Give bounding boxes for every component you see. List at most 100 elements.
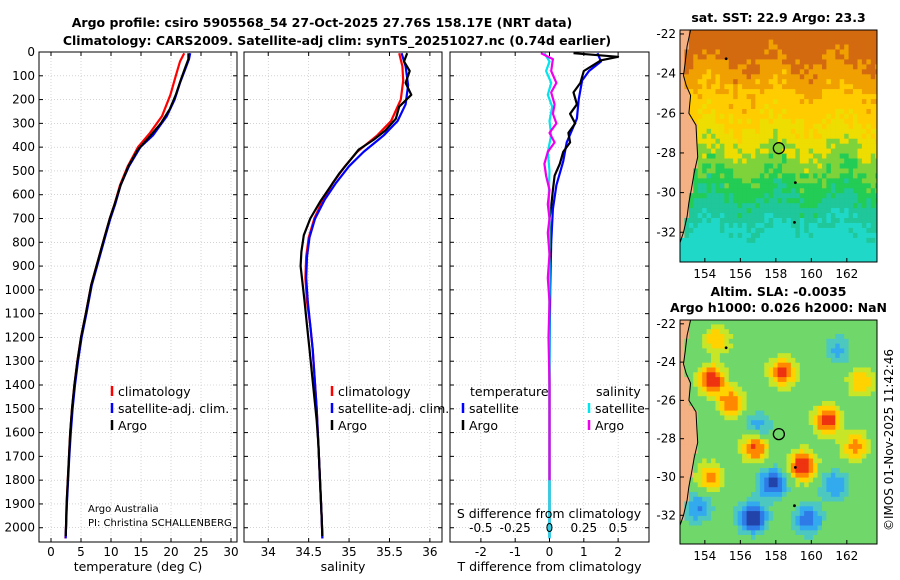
top-tick-label: 0.25	[570, 521, 597, 535]
map-y-tick-label: -26	[656, 393, 676, 407]
island-marker	[793, 504, 796, 508]
legend-label: satellite	[595, 401, 645, 416]
y-tick-label: 400	[12, 140, 35, 154]
legend-label: satellite-adj. clim.	[118, 401, 229, 416]
coastline	[680, 320, 699, 527]
y-tick-label: 1100	[4, 307, 35, 321]
top-tick-label: 0.5	[609, 521, 628, 535]
top-tick-label: -0.25	[500, 521, 531, 535]
legend-label: Argo	[118, 418, 147, 433]
map-x-tick-label: 160	[800, 549, 823, 563]
x-tick-label: 10	[103, 545, 118, 559]
float-position-marker	[772, 427, 786, 441]
series-line-argo	[64, 53, 190, 537]
map-y-tick-label: -28	[656, 146, 676, 160]
y-tick-label: 1000	[4, 283, 35, 297]
figure-title-line1: Argo profile: csiro 5905568_54 27-Oct-20…	[72, 15, 573, 31]
legend-label: climatology	[118, 384, 191, 399]
y-tick-label: 1400	[4, 378, 35, 392]
x-tick-label: -2	[475, 545, 487, 559]
x-tick-label: 34.5	[295, 545, 322, 559]
legend-label: satellite	[469, 401, 519, 416]
legend-title-salinity: salinity	[596, 384, 641, 399]
x-axis-label: salinity	[321, 559, 366, 574]
series-line-climatology	[64, 52, 186, 539]
float-position-marker	[772, 142, 786, 155]
map-title: Argo h1000: 0.026 h2000: NaN	[670, 300, 887, 315]
map-y-tick-label: -30	[656, 186, 676, 200]
y-tick-label: 1800	[4, 473, 35, 487]
top-tick-label: -0.5	[469, 521, 492, 535]
y-tick-label: 700	[12, 212, 35, 226]
map-x-tick-label: 156	[729, 549, 752, 563]
map-x-tick-label: 154	[693, 267, 716, 281]
legend-label: Argo	[595, 418, 624, 433]
legend-label: Argo	[338, 418, 367, 433]
x-axis-label: T difference from climatology	[456, 559, 642, 574]
series-line-satellite-adj-clim-	[305, 52, 410, 539]
x-axis-label: temperature (deg C)	[74, 559, 203, 574]
x-tick-label: -1	[509, 545, 521, 559]
x-tick-label: 5	[77, 545, 85, 559]
map-y-tick-label: -26	[656, 106, 676, 120]
y-tick-label: 900	[12, 259, 35, 273]
y-tick-label: 1300	[4, 354, 35, 368]
figure-title-line2: Climatology: CARS2009. Satellite-adj cli…	[63, 33, 611, 49]
legend-label: climatology	[338, 384, 411, 399]
y-tick-label: 500	[12, 164, 35, 178]
x-tick-label: 35.5	[376, 545, 403, 559]
map-x-tick-label: 162	[835, 549, 858, 563]
axes-frame	[38, 51, 238, 543]
y-tick-label: 800	[12, 235, 35, 249]
island-marker	[793, 181, 797, 185]
x-tick-label: 15	[133, 545, 148, 559]
sst-map-panel: 154 156 158 160 162 -22 -24 -26 -28 -30 -32 sat. SS…	[656, 10, 878, 281]
map-x-tick-label: 162	[835, 267, 858, 281]
y-tick-label: 2000	[4, 521, 35, 535]
y-tick-label: 1500	[4, 402, 35, 416]
map-frame	[679, 29, 878, 263]
map-cells	[680, 30, 877, 262]
top-axis-label: S difference from climatology	[457, 506, 642, 521]
salinity-profile-panel: 34 34.5 35 35.5 36 salinity climatology satelli…	[243, 51, 449, 574]
y-tick-label: 300	[12, 116, 35, 130]
map-x-tick-label: 158	[764, 267, 787, 281]
y-tick-label: 1900	[4, 497, 35, 511]
map-cells	[680, 320, 877, 544]
map-y-tick-label: -32	[656, 225, 676, 239]
difference-profile-panel: -2 -1 0 1 2T difference from climatology -0.5…	[449, 51, 650, 574]
axes-frame	[243, 51, 443, 543]
y-tick-label: 0	[27, 45, 35, 59]
series-line-temperature-satellite	[548, 52, 603, 539]
island-marker	[793, 220, 796, 224]
legend-title-temperature: temperature	[470, 384, 549, 399]
attribution-line1: Argo Australia	[88, 504, 159, 515]
sla-map-panel: 154 156 158 160 162 -22 -24 -26 -28 -30 -32 Altim. …	[656, 284, 887, 563]
grid	[244, 51, 442, 542]
series-line-argo	[299, 52, 413, 537]
y-tick-label: 1700	[4, 449, 35, 463]
map-x-tick-label: 158	[764, 549, 787, 563]
map-title: Altim. SLA: -0.0035	[711, 284, 847, 299]
map-y-tick-label: -22	[656, 27, 676, 41]
series-line-salinity-argo	[540, 52, 558, 481]
series-line-satellite-adj-clim-	[64, 52, 192, 539]
island-marker	[724, 346, 728, 350]
top-tick-label: 0	[546, 521, 554, 535]
map-x-tick-label: 154	[693, 549, 716, 563]
x-tick-label: 0	[47, 545, 55, 559]
x-tick-label: 25	[193, 545, 208, 559]
map-frame	[679, 319, 878, 545]
x-tick-label: 30	[223, 545, 238, 559]
map-y-tick-label: -30	[656, 470, 676, 484]
x-tick-label: 34	[261, 545, 276, 559]
map-y-tick-label: -24	[656, 355, 676, 369]
x-tick-label: 0	[546, 545, 554, 559]
map-title: sat. SST: 22.9 Argo: 23.3	[691, 10, 865, 25]
legend-label: satellite-adj. clim.	[338, 401, 449, 416]
timestamp-stamp: ©IMOS 01-Nov-2025 11:42:46	[882, 349, 896, 531]
y-tick-label: 1600	[4, 426, 35, 440]
legend-label: Argo	[469, 418, 498, 433]
y-tick-label: 200	[12, 93, 35, 107]
